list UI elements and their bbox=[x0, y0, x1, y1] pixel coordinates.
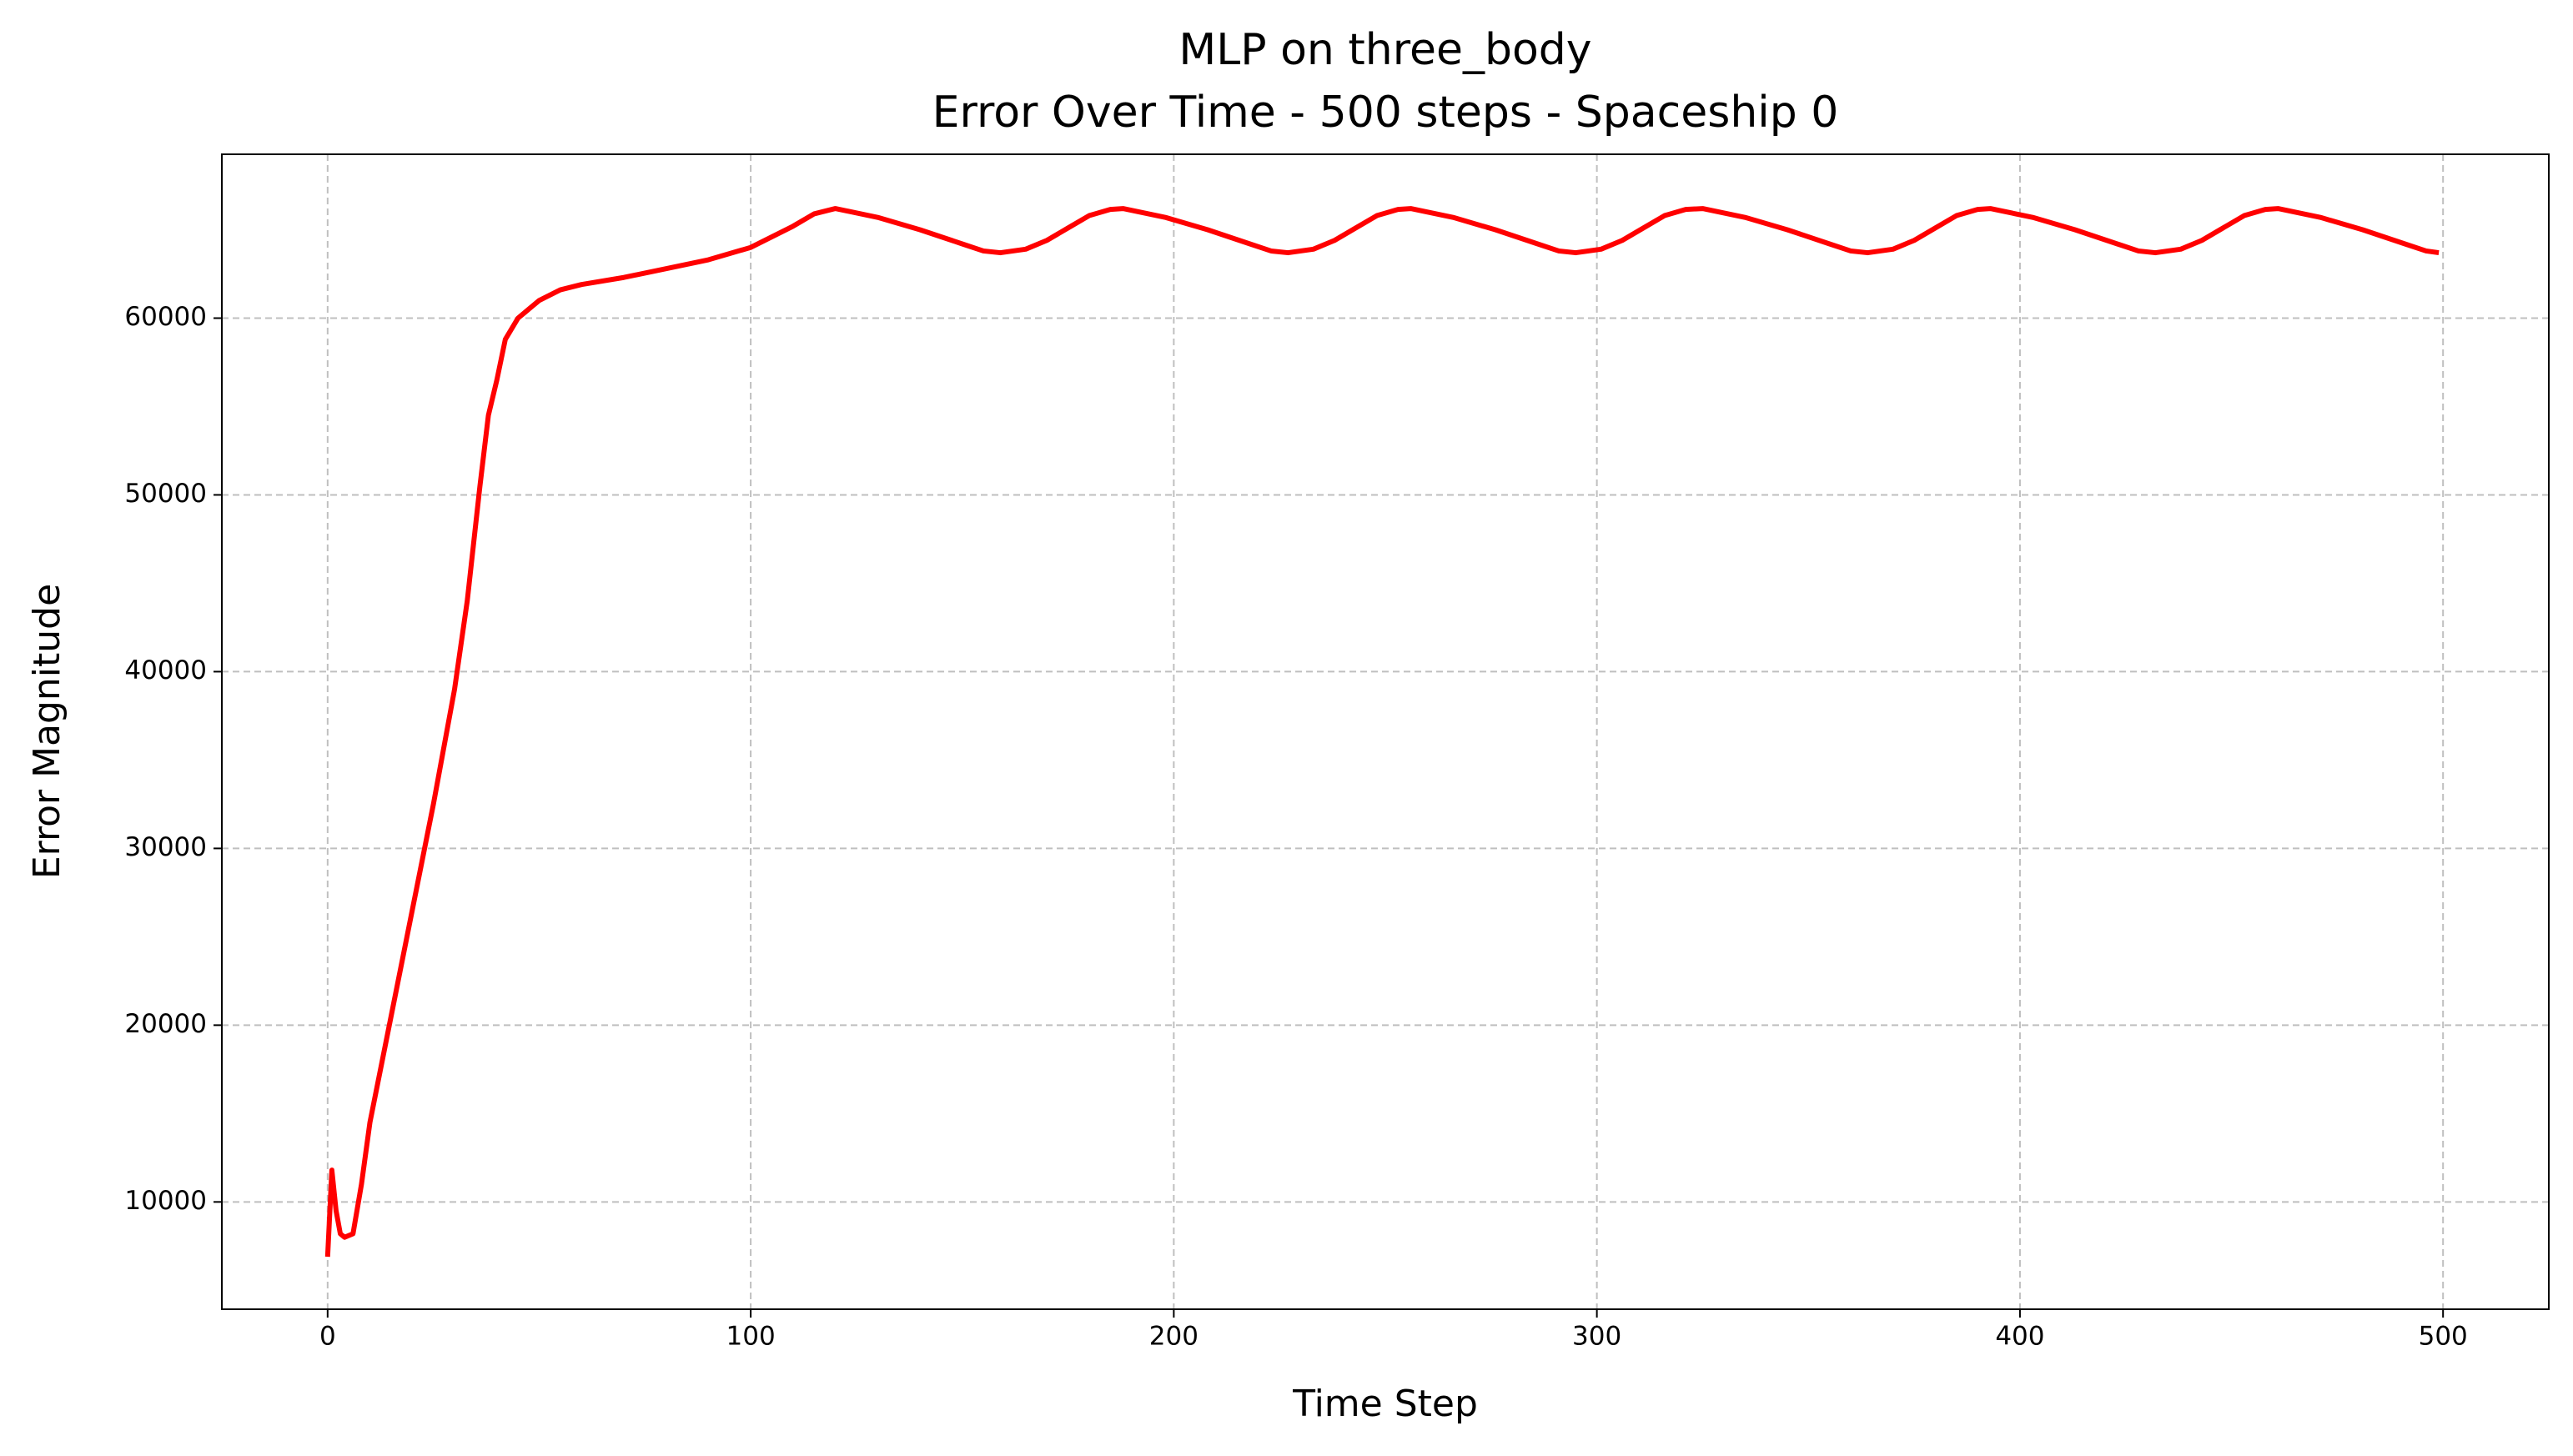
x-tick-label: 300 bbox=[1572, 1322, 1621, 1352]
plot-frame bbox=[221, 153, 2550, 1310]
x-tick-label: 100 bbox=[726, 1322, 776, 1352]
x-axis-label: Time Step bbox=[1292, 1383, 1478, 1425]
chart-subtitle: Error Over Time - 500 steps - Spaceship … bbox=[932, 88, 1839, 138]
y-axis-label: Error Magnitude bbox=[26, 584, 68, 879]
y-tick-label: 10000 bbox=[124, 1186, 207, 1216]
x-tick-label: 0 bbox=[319, 1322, 336, 1352]
x-tick-label: 400 bbox=[1995, 1322, 2044, 1352]
y-tick-label: 40000 bbox=[124, 655, 207, 685]
data-line bbox=[324, 206, 2440, 1258]
y-tick-label: 60000 bbox=[124, 302, 207, 332]
x-tick-label: 200 bbox=[1149, 1322, 1199, 1352]
chart-title: MLP on three_body bbox=[1178, 25, 1591, 75]
x-tick-label: 500 bbox=[2419, 1322, 2468, 1352]
y-tick-label: 50000 bbox=[124, 479, 207, 509]
y-tick-label: 30000 bbox=[124, 832, 207, 862]
y-tick-label: 20000 bbox=[124, 1009, 207, 1039]
